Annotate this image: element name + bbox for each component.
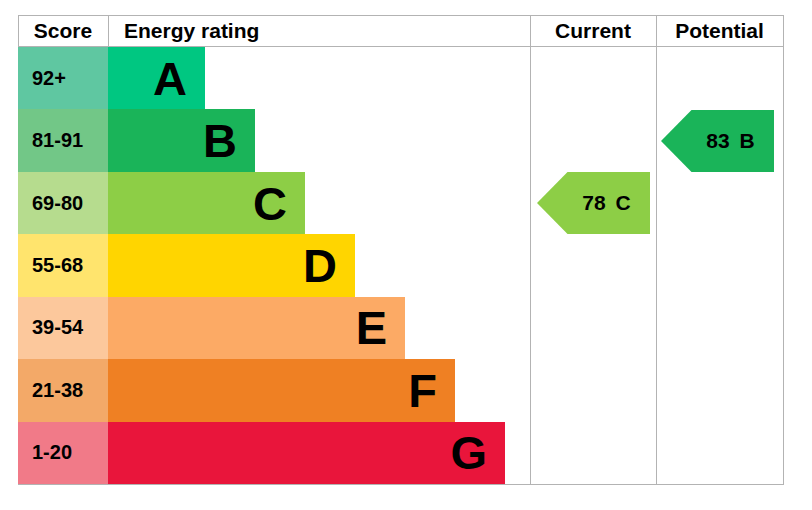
band-rows: 92+ A 81-91 B 69-80 C 55-68 D 39-54 E 21… <box>18 47 784 484</box>
band-bar-b: B <box>108 109 255 171</box>
band-row-g: 1-20 G <box>18 422 784 484</box>
band-row-f: 21-38 F <box>18 359 784 421</box>
potential-rating-value: 83 <box>706 129 729 153</box>
header-current: Current <box>530 16 656 46</box>
score-range-f: 21-38 <box>18 359 108 421</box>
score-range-b: 81-91 <box>18 109 108 171</box>
band-row-c: 69-80 C <box>18 172 784 234</box>
header-energy-rating: Energy rating <box>108 16 546 46</box>
epc-table: Score Energy rating Current Potential 92… <box>18 15 784 485</box>
potential-rating-band: B <box>740 129 755 153</box>
band-bar-d: D <box>108 234 355 296</box>
current-rating-band: C <box>616 191 631 215</box>
band-row-a: 92+ A <box>18 47 784 109</box>
band-row-d: 55-68 D <box>18 234 784 296</box>
band-bar-a: A <box>108 47 205 109</box>
band-bar-g: G <box>108 422 505 484</box>
score-range-g: 1-20 <box>18 422 108 484</box>
band-bar-c: C <box>108 172 305 234</box>
score-range-d: 55-68 <box>18 234 108 296</box>
band-row-e: 39-54 E <box>18 297 784 359</box>
header-score: Score <box>18 16 108 46</box>
current-rating-value: 78 <box>582 191 605 215</box>
score-range-a: 92+ <box>18 47 108 109</box>
header-potential: Potential <box>656 16 783 46</box>
table-bottom-border <box>18 484 784 485</box>
epc-rating-chart: Score Energy rating Current Potential 92… <box>0 0 812 510</box>
band-bar-e: E <box>108 297 405 359</box>
band-bar-f: F <box>108 359 455 421</box>
score-range-c: 69-80 <box>18 172 108 234</box>
score-range-e: 39-54 <box>18 297 108 359</box>
